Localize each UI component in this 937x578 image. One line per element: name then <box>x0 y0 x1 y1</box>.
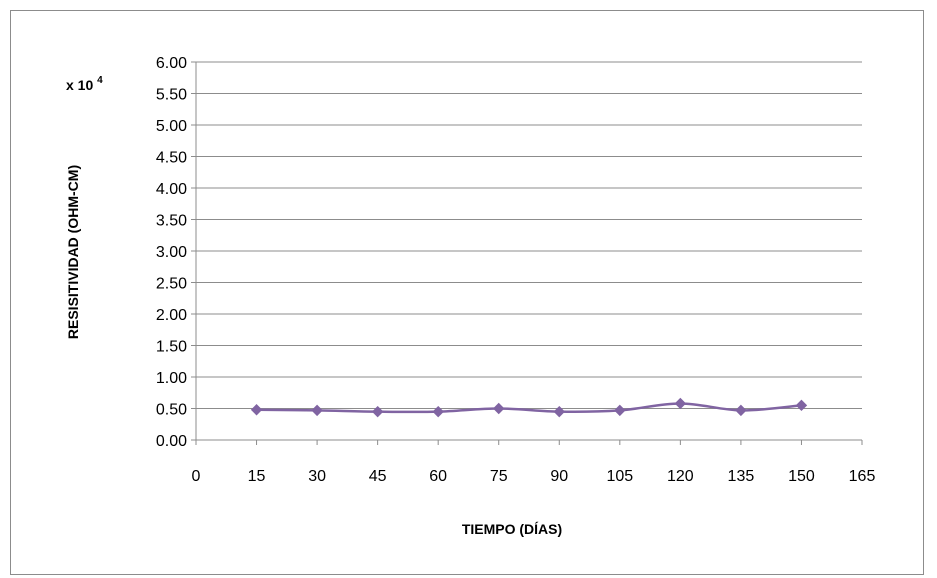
data-point-marker <box>674 397 687 410</box>
y-axis-tick-labels: 0.00 0.50 1.00 1.50 2.00 2.50 3.00 3.50 4.00 4.50… <box>156 55 187 450</box>
y-tick-label: 6.00 <box>156 55 187 72</box>
y-tick-label: 5.50 <box>156 87 187 104</box>
x-tick-label: 0 <box>192 468 201 485</box>
y-tick-label: 0.00 <box>156 433 187 450</box>
x-tick-label: 15 <box>248 468 266 485</box>
x-tick-label: 75 <box>490 468 508 485</box>
series-line <box>256 402 802 414</box>
y-axis-multiplier-exponent: 4 <box>97 75 103 86</box>
data-point-marker <box>311 404 323 417</box>
data-series <box>250 397 808 418</box>
x-tick-label: 105 <box>606 468 633 485</box>
x-axis-tick-labels: 0 15 30 45 60 75 90 105 120 135 150 165 <box>192 468 876 485</box>
x-tick-label: 45 <box>369 468 387 485</box>
x-axis-title: TIEMPO (DÍAS) <box>462 521 562 537</box>
data-point-marker <box>250 404 263 416</box>
x-tick-label: 120 <box>667 468 694 485</box>
y-tick-label: 5.00 <box>156 118 187 135</box>
y-tick-label: 1.00 <box>156 370 187 387</box>
data-point-marker <box>432 405 444 418</box>
x-tick-label: 90 <box>550 468 568 485</box>
gridlines <box>196 61 862 409</box>
y-tick-label: 4.50 <box>156 150 187 167</box>
y-tick-label: 1.50 <box>156 339 187 356</box>
data-point-marker <box>371 405 384 418</box>
data-point-marker <box>795 399 808 412</box>
x-tick-label: 135 <box>728 468 755 485</box>
data-point-marker <box>614 404 626 417</box>
y-tick-label: 4.00 <box>156 181 187 198</box>
y-tick-label: 3.50 <box>156 213 187 230</box>
x-tick-label: 60 <box>429 468 447 485</box>
axes <box>191 61 863 445</box>
x-tick-label: 165 <box>849 468 876 485</box>
data-point-marker <box>735 404 747 417</box>
data-point-marker <box>493 402 505 415</box>
y-tick-label: 3.00 <box>156 244 187 261</box>
y-tick-label: 2.00 <box>156 307 187 324</box>
y-axis-multiplier-prefix: x 10 <box>66 77 93 93</box>
y-axis-title: RESISITIVIDAD (OHM-CM) <box>65 165 81 339</box>
y-axis-multiplier: x 10 4 <box>66 75 103 93</box>
data-point-marker <box>553 405 565 418</box>
x-tick-label: 150 <box>788 468 815 485</box>
chart-frame <box>10 10 924 575</box>
x-tick-label: 30 <box>308 468 326 485</box>
y-tick-label: 2.50 <box>156 276 187 293</box>
y-tick-label: 0.50 <box>156 402 187 419</box>
